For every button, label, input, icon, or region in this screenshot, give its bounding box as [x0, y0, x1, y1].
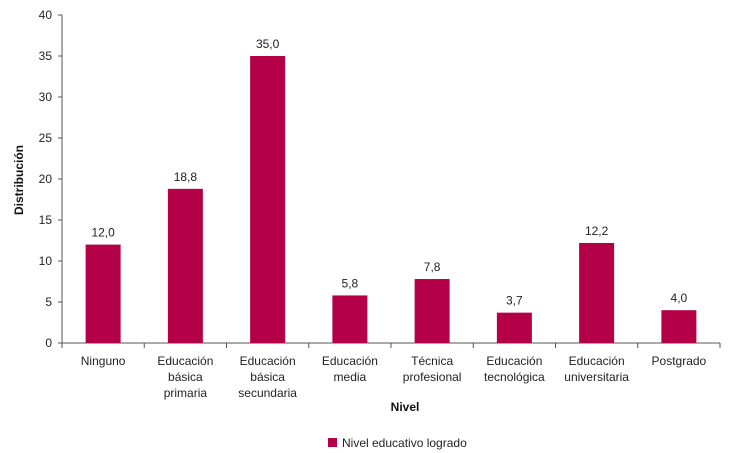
bars [85, 56, 697, 343]
y-tick-label: 40 [39, 8, 53, 22]
y-tick-label: 0 [45, 336, 52, 350]
y-tick-label: 30 [39, 90, 53, 104]
data-label: 18,8 [174, 170, 198, 184]
bar [332, 295, 368, 343]
data-labels: 12,0 18,8 35,0 5,8 7,8 3,7 12,2 4,0 [91, 37, 687, 308]
data-label: 35,0 [256, 37, 280, 51]
x-axis-title: Nivel [391, 400, 420, 414]
data-label: 4,0 [671, 291, 688, 305]
category-label: Ninguno [81, 354, 126, 368]
y-tick-label: 35 [39, 49, 53, 63]
y-axis-title: Distribución [12, 145, 26, 215]
y-tick-label: 5 [45, 295, 52, 309]
bar [496, 312, 532, 343]
y-axis: 0 5 10 15 20 25 30 35 40 [39, 8, 63, 350]
data-label: 7,8 [424, 260, 441, 274]
data-label: 5,8 [342, 276, 359, 290]
y-tick-label: 10 [39, 254, 53, 268]
x-axis [61, 342, 721, 348]
category-label: Educación universitaria [564, 354, 629, 384]
category-label: Postgrado [652, 354, 707, 368]
bar [579, 242, 615, 343]
category-label: Técnica profesional [403, 354, 462, 384]
y-tick-label: 25 [39, 131, 53, 145]
bar [661, 310, 697, 343]
y-tick-label: 15 [39, 213, 53, 227]
bar [167, 188, 203, 343]
bar [85, 244, 121, 343]
legend: Nivel educativo logrado [328, 436, 467, 450]
category-label: Educación media [322, 354, 378, 384]
data-label: 12,2 [585, 224, 609, 238]
bar [250, 56, 286, 343]
category-label: Educación tecnológica [484, 354, 545, 384]
category-label: Educación básica secundaria [238, 354, 297, 400]
legend-swatch [328, 438, 337, 447]
legend-label: Nivel educativo logrado [342, 436, 467, 450]
bar [414, 279, 450, 343]
category-label: Educación básica primaria [157, 354, 213, 400]
y-tick-label: 20 [39, 172, 53, 186]
data-label: 12,0 [91, 226, 115, 240]
data-label: 3,7 [506, 294, 523, 308]
category-labels: Ninguno Educación básica primaria Educación b… [81, 354, 707, 400]
